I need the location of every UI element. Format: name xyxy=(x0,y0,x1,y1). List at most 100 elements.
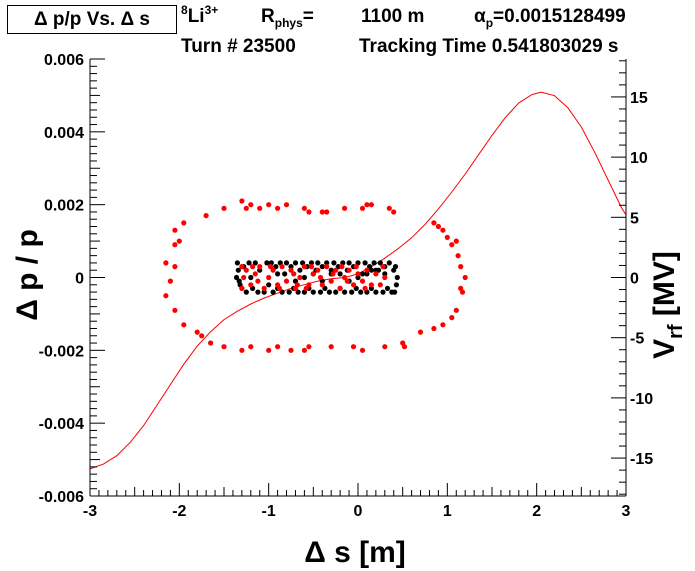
y-tick-label: -0.006 xyxy=(39,489,84,506)
halo-red-point xyxy=(359,205,366,211)
ion-symbol: Li xyxy=(187,6,205,27)
core-red-point xyxy=(279,264,285,270)
core-black-point xyxy=(386,260,392,266)
halo-red-point xyxy=(391,209,397,215)
core-red-point xyxy=(239,285,245,291)
core-black-point xyxy=(333,289,339,295)
halo-red-point xyxy=(301,347,307,353)
core-black-point xyxy=(288,264,294,270)
core-black-point xyxy=(310,289,316,295)
halo-red-point xyxy=(239,347,245,353)
core-red-point xyxy=(291,271,297,277)
y-tick-label: 0.006 xyxy=(44,52,84,69)
y2-tick-label: -15 xyxy=(630,451,653,468)
core-red-point xyxy=(319,282,325,288)
core-black-point xyxy=(324,260,330,266)
core-red-point xyxy=(303,285,309,291)
core-red-point xyxy=(342,274,348,281)
halo-red-point xyxy=(364,202,370,208)
core-black-point xyxy=(292,260,299,266)
core-black-point xyxy=(317,289,324,295)
alpha-symbol: α xyxy=(474,6,486,27)
y-tick-label: -0.004 xyxy=(39,416,84,433)
core-red-point xyxy=(362,285,368,291)
core-red-point xyxy=(353,264,359,270)
y-tick-label: 0 xyxy=(75,271,84,288)
core-black-point xyxy=(359,271,366,277)
x-axis-label: Δ s [m] xyxy=(304,536,406,569)
core-black-point xyxy=(382,271,388,277)
halo-red-point xyxy=(386,205,392,211)
core-black-point xyxy=(255,289,261,295)
core-red-point xyxy=(368,282,374,288)
core-black-point xyxy=(384,285,391,291)
core-black-point xyxy=(392,289,398,295)
y2-tick-label: 5 xyxy=(630,210,639,227)
core-red-point xyxy=(364,267,370,273)
core-black-point xyxy=(297,267,303,273)
core-black-point xyxy=(246,260,252,266)
halo-red-point xyxy=(458,264,464,270)
core-black-point xyxy=(234,260,240,266)
core-black-point xyxy=(349,289,355,295)
x-tick-label: 1 xyxy=(443,503,452,520)
core-black-point xyxy=(355,274,361,281)
core-red-point xyxy=(373,271,379,277)
halo-red-point xyxy=(462,274,468,281)
x-tick-label: -3 xyxy=(83,503,97,520)
core-black-point xyxy=(342,289,348,295)
halo-red-point xyxy=(328,344,334,350)
halo-red-point xyxy=(257,205,263,211)
core-black-point xyxy=(393,282,399,288)
halo-red-point xyxy=(453,238,459,244)
core-black-point xyxy=(322,285,328,291)
halo-red-point xyxy=(359,347,366,353)
alpha-subscript: p xyxy=(485,16,494,30)
core-red-point xyxy=(297,274,303,281)
core-black-point xyxy=(295,289,301,295)
halo-red-point xyxy=(440,227,446,233)
x-tick-label: 2 xyxy=(532,503,541,520)
core-black-point xyxy=(233,274,240,281)
plot-title-box: Δ p/p Vs. Δ s xyxy=(7,5,177,34)
halo-red-point xyxy=(306,209,312,215)
halo-red-point xyxy=(221,205,227,211)
halo-red-point xyxy=(181,322,187,328)
core-black-point xyxy=(279,289,285,295)
core-black-point xyxy=(380,289,386,295)
halo-red-point xyxy=(199,333,205,339)
halo-red-point xyxy=(283,202,290,208)
halo-red-point xyxy=(172,307,178,313)
halo-red-point xyxy=(440,322,446,328)
halo-red-point xyxy=(288,347,294,353)
tracking-time: Tracking Time 0.541803029 s xyxy=(359,36,619,57)
core-red-point xyxy=(306,282,312,288)
core-red-point xyxy=(346,267,352,273)
core-black-point xyxy=(270,289,276,295)
core-black-point xyxy=(326,289,332,295)
core-black-point xyxy=(243,289,249,295)
alpha-value: =0.0015128499 xyxy=(493,6,626,27)
halo-red-point xyxy=(301,205,307,211)
halo-red-point xyxy=(459,289,466,295)
core-black-point xyxy=(264,260,270,266)
y-tick-label: 0.004 xyxy=(44,125,84,142)
core-black-point xyxy=(308,260,315,266)
core-red-point xyxy=(382,274,388,281)
core-red-point xyxy=(261,285,267,291)
core-red-point xyxy=(317,274,324,281)
x-tick-label: 0 xyxy=(354,503,363,520)
core-black-point xyxy=(275,271,281,277)
core-black-point xyxy=(252,260,258,266)
halo-red-point xyxy=(248,202,254,208)
core-red-point xyxy=(243,267,249,273)
axes-layer: -3 -2 -1 0 1 2 3-0.006-0.004-0.00200.0020.0040… xyxy=(39,52,654,520)
halo-red-point xyxy=(453,307,459,313)
halo-red-point xyxy=(382,344,388,350)
core-red-point xyxy=(270,267,276,273)
core-red-point xyxy=(250,264,256,270)
core-black-point xyxy=(266,282,272,288)
turn-label: Turn # 23500 xyxy=(181,36,296,57)
halo-red-point xyxy=(401,344,408,350)
